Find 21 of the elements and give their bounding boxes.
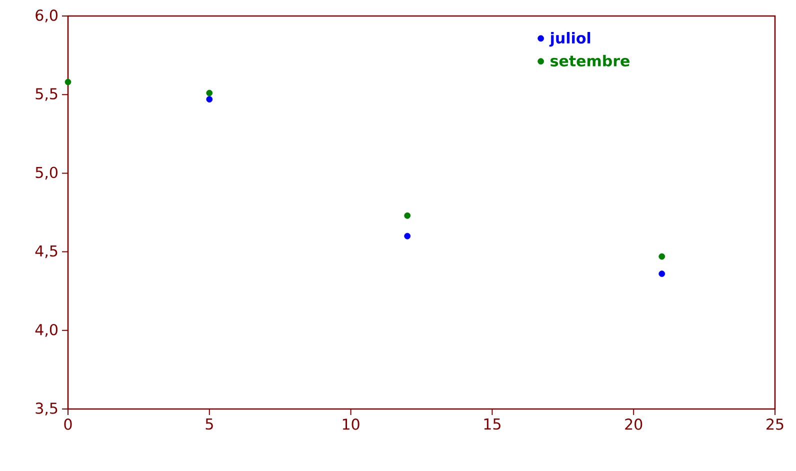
x-tick-label: 25 (766, 418, 784, 430)
y-tick-label: 4,5 (35, 245, 58, 258)
point (658, 270, 666, 277)
y-tick-label: 5,5 (36, 88, 58, 101)
legend-label: juliol (549, 32, 590, 47)
x-tick-label: 20 (625, 418, 642, 430)
point (404, 212, 411, 219)
legend-label: setembre (550, 54, 630, 66)
point (658, 253, 666, 260)
point (404, 232, 411, 240)
x-tick-label: 15 (484, 418, 500, 430)
y-tick-label: 6,0 (36, 10, 58, 22)
point (64, 78, 72, 86)
y-tick-label: 5,0 (36, 166, 58, 180)
x-tick-label: 5 (206, 418, 213, 430)
y-tick-label: 4,0 (35, 324, 58, 337)
point (206, 90, 213, 96)
y-tick-label: 3,5 (36, 402, 58, 416)
x-tick-label: 10 (342, 418, 360, 430)
point (206, 96, 213, 103)
x-tick-label: 0 (64, 418, 72, 430)
